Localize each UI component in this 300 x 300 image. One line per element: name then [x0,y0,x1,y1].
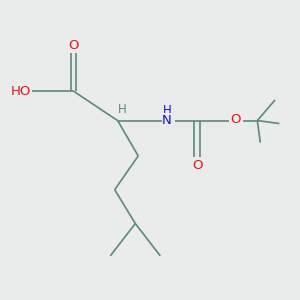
Text: HO: HO [11,85,31,98]
Text: H: H [118,103,126,116]
Text: O: O [68,39,79,52]
Text: H: H [163,104,171,117]
Text: O: O [230,112,241,126]
Text: O: O [192,159,202,172]
Text: N: N [162,114,172,127]
